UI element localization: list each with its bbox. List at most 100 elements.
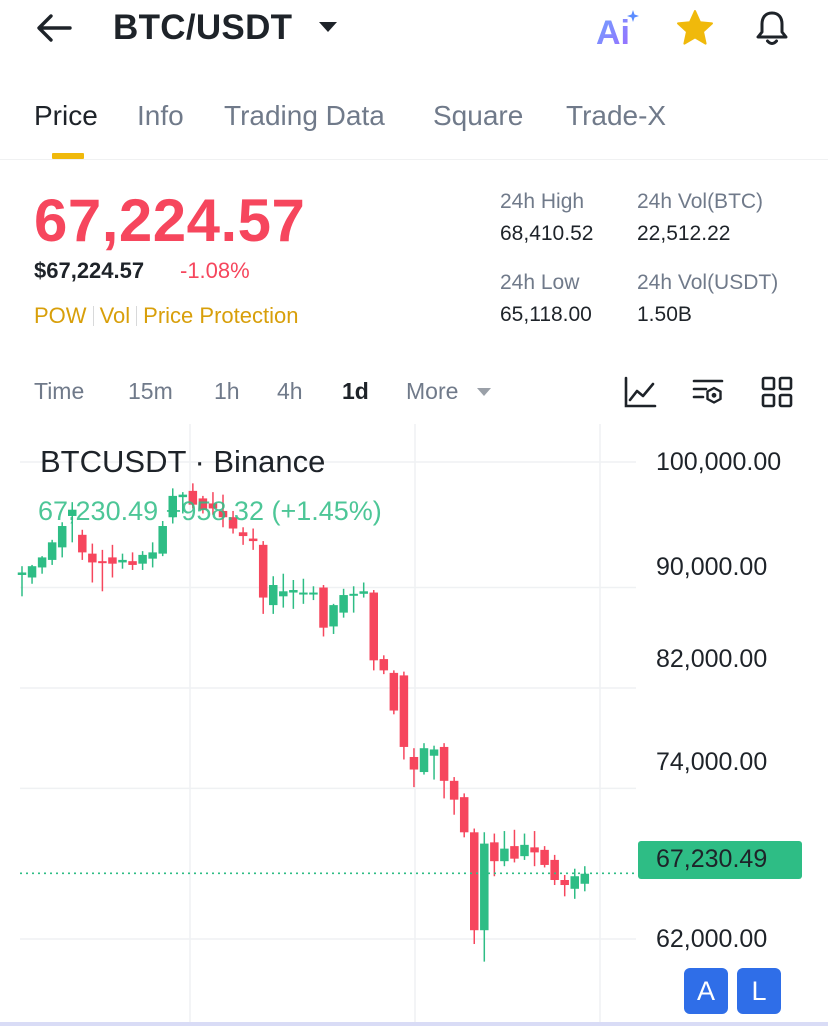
- interval-1h[interactable]: 1h: [214, 378, 240, 404]
- candle-body: [248, 538, 258, 542]
- chart-title: BTCUSDT · Binance: [40, 444, 326, 479]
- candle-body: [490, 842, 499, 862]
- caret-down-icon[interactable]: [316, 19, 340, 35]
- candle: [198, 495, 208, 514]
- chart-canvas[interactable]: [0, 424, 828, 1026]
- candle-body: [228, 517, 238, 529]
- candle: [339, 588, 348, 618]
- candle-body: [439, 746, 449, 781]
- candle-body: [349, 593, 358, 596]
- stat-label: 24h Vol(BTC): [637, 190, 764, 213]
- candle: [490, 833, 499, 877]
- candle-body: [178, 494, 188, 498]
- candle-body: [319, 587, 328, 628]
- ai-icon-label: Ai: [596, 14, 630, 48]
- stat-value: 68,410.52: [500, 222, 594, 245]
- candle-body: [570, 876, 579, 889]
- candle-body: [550, 859, 559, 881]
- tag-price-protection[interactable]: Price Protection: [143, 303, 299, 328]
- candle-body: [148, 552, 157, 559]
- tab-trade-x[interactable]: Trade-X: [566, 100, 667, 131]
- candle: [17, 566, 27, 597]
- y-axis-label: 82,000.00: [656, 645, 768, 673]
- tag-vol[interactable]: Vol: [99, 303, 131, 328]
- candle: [57, 522, 67, 558]
- candle-body: [88, 553, 97, 563]
- candle: [78, 529, 87, 560]
- price-change-percent: -1.08%: [180, 258, 250, 283]
- candle-body: [530, 847, 539, 853]
- tag-pow[interactable]: POW: [34, 303, 87, 328]
- y-axis-label: 74,000.00: [656, 748, 768, 776]
- chart-grid: [20, 424, 636, 1022]
- candle-body: [269, 585, 278, 606]
- candle: [208, 492, 218, 515]
- candle: [540, 846, 549, 868]
- stat-label: 24h High: [500, 190, 585, 213]
- candle: [128, 552, 137, 570]
- candle-body: [409, 756, 419, 770]
- interval-time[interactable]: Time: [34, 378, 85, 404]
- candlestick-chart[interactable]: BTCUSDT · Binance 67,230.49 +958.32 (+1.…: [0, 424, 828, 1026]
- candle-body: [238, 532, 248, 537]
- interval-15m[interactable]: 15m: [128, 378, 173, 404]
- candle-body: [168, 495, 177, 518]
- candle: [138, 551, 147, 570]
- candle-body: [198, 498, 208, 510]
- candle: [550, 854, 559, 886]
- tab-square[interactable]: Square: [433, 100, 524, 131]
- interval-1d[interactable]: 1d: [342, 378, 369, 404]
- candle: [68, 502, 77, 543]
- top-bar: BTC/USDT Ai: [0, 0, 828, 60]
- candle: [88, 543, 97, 583]
- tab-price[interactable]: Price: [34, 100, 98, 131]
- candle: [158, 520, 167, 557]
- chart-settings-icon[interactable]: [690, 374, 726, 410]
- candle: [309, 586, 318, 601]
- log-scale-button[interactable]: L: [737, 968, 781, 1014]
- candle: [349, 586, 358, 613]
- auto-scale-button[interactable]: A: [684, 968, 728, 1014]
- y-axis-label: 90,000.00: [656, 553, 768, 581]
- candle-body: [118, 559, 127, 563]
- tab-trading-data[interactable]: Trading Data: [224, 100, 385, 131]
- tab-info[interactable]: Info: [137, 100, 184, 131]
- star-icon[interactable]: [675, 8, 715, 48]
- candle: [570, 868, 579, 899]
- candle-body: [57, 526, 67, 548]
- grid-layout-icon[interactable]: [759, 374, 795, 410]
- interval-4h[interactable]: 4h: [277, 378, 303, 404]
- candle-body: [289, 590, 298, 593]
- candle-body: [17, 572, 27, 575]
- candle-body: [128, 561, 137, 565]
- candle: [470, 828, 479, 945]
- interval-more[interactable]: More: [406, 378, 459, 404]
- indicator-chart-icon[interactable]: [622, 374, 658, 410]
- more-caret-icon[interactable]: [476, 387, 492, 397]
- bell-icon[interactable]: [752, 8, 792, 48]
- candle: [248, 528, 258, 550]
- y-axis-label: 62,000.00: [656, 925, 768, 953]
- candle-body: [470, 832, 479, 931]
- candle: [359, 582, 368, 598]
- back-arrow-icon[interactable]: [34, 10, 74, 46]
- candle: [269, 576, 278, 614]
- candle: [108, 544, 117, 578]
- stat-24h-high: 24h High 68,410.52: [500, 190, 593, 246]
- pair-title[interactable]: BTC/USDT: [113, 8, 293, 47]
- candle: [258, 541, 268, 614]
- candle: [530, 831, 539, 867]
- candle-body: [419, 748, 429, 773]
- candle-body: [78, 534, 87, 553]
- candle-body: [27, 566, 37, 578]
- candle: [279, 573, 288, 608]
- candle: [238, 527, 248, 545]
- ai-icon[interactable]: Ai: [595, 8, 643, 48]
- stat-value: 1.50B: [637, 303, 692, 326]
- candle-body: [208, 503, 218, 509]
- candle: [148, 542, 157, 568]
- candle-body: [399, 675, 409, 747]
- stat-24h-low: 24h Low 65,118.00: [500, 271, 592, 327]
- candle: [47, 539, 57, 565]
- candle: [510, 829, 519, 863]
